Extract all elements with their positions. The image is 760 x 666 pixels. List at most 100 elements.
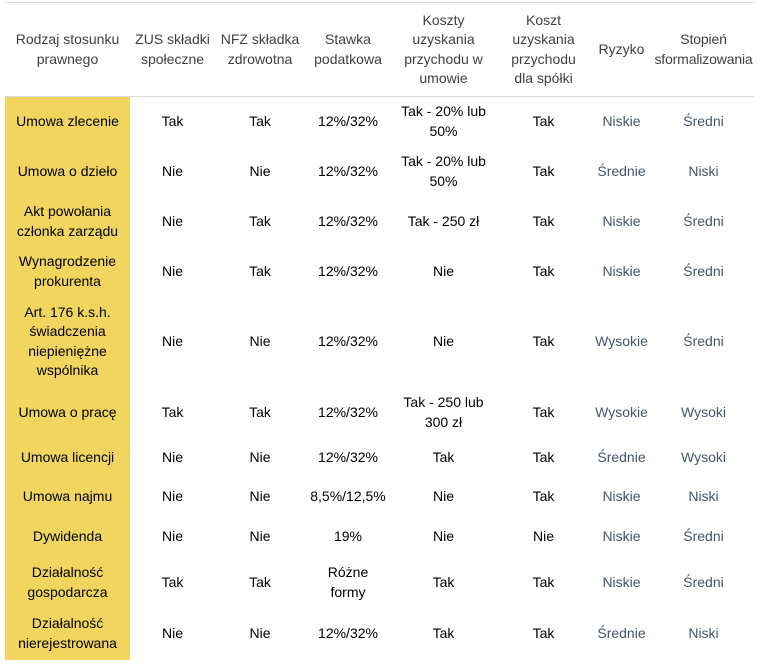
row-label-cell: Umowa licencji xyxy=(5,438,130,477)
header-cell: Stopień sformalizowania xyxy=(652,2,755,97)
row-label-cell: Działalność gospodarcza xyxy=(5,557,130,608)
table-cell: Tak xyxy=(249,262,271,279)
table-cell: Nie xyxy=(161,262,183,279)
row-label-cell: Umowa najmu xyxy=(5,476,130,517)
table-cell: 12%/32% xyxy=(318,332,378,349)
table-cell: Tak xyxy=(532,162,555,179)
table-cell: Tak xyxy=(432,573,455,590)
table-cell: Wysokie xyxy=(595,403,648,420)
table-cell: Średni xyxy=(683,528,724,545)
table-cell: Tak xyxy=(161,573,184,590)
table-row: Akt powołania członka zarządu Nie Tak 12%/3… xyxy=(5,196,755,247)
table-row: Umowa zlecenie Tak Tak 12%/32% Tak - 20% lub… xyxy=(5,96,755,147)
table-cell: Tak xyxy=(249,403,271,420)
table-cell: Tak xyxy=(432,624,455,641)
table-cell: Tak - 250 lub 300 zł xyxy=(403,394,484,430)
table-cell: Niskie xyxy=(602,262,641,279)
table-row: Art. 176 k.s.h. świadczenia niepieniężne… xyxy=(5,296,755,387)
table-cell: Nie xyxy=(249,528,271,545)
table-cell: Tak - 20% lub 50% xyxy=(401,103,486,139)
table-cell: Średnie xyxy=(597,448,646,465)
table-cell: Średni xyxy=(683,113,724,130)
table-cell: 8,5%/12,5% xyxy=(310,487,386,504)
header-cell: Koszt uzyskania przychodu dla spółki xyxy=(496,2,591,97)
table-cell: Tak - 250 zł xyxy=(407,212,480,229)
table-cell: Tak xyxy=(532,212,555,229)
table-cell: Tak xyxy=(532,403,555,420)
table-cell: Niski xyxy=(688,162,719,179)
table-cell: Tak xyxy=(161,403,184,420)
table-row: Wynagrodzenie prokurenta Nie Tak 12%/32% Nie… xyxy=(5,246,755,297)
table-row: Umowa o pracę Tak Tak 12%/32% Tak - 250 lub … xyxy=(5,386,755,439)
table-cell: Nie xyxy=(432,487,454,504)
table-row: Działalność gospodarcza Tak Tak Różne formy… xyxy=(5,557,755,608)
table-cell: Tak - 20% lub 50% xyxy=(401,153,486,189)
row-label-cell: Umowa o pracę xyxy=(5,386,130,439)
table-cell: Nie xyxy=(161,528,183,545)
table-cell: Tak xyxy=(432,448,455,465)
table-cell: Tak xyxy=(532,262,555,279)
table-row: Działalność nierejestrowana Nie Nie 12%/32%… xyxy=(5,607,755,660)
table-cell: 12%/32% xyxy=(318,624,378,641)
table-cell: Średni xyxy=(683,332,724,349)
table-cell: Tak xyxy=(249,113,271,130)
table-cell: Tak xyxy=(532,487,555,504)
table-cell: Średnie xyxy=(597,162,646,179)
table-body: Umowa zlecenie Tak Tak 12%/32% Tak - 20% lub… xyxy=(5,96,755,660)
table-cell: Wysokie xyxy=(595,332,648,349)
table-cell: Nie xyxy=(161,212,183,229)
table-cell: Niskie xyxy=(602,212,641,229)
table-cell: Tak xyxy=(249,212,271,229)
table-cell: Nie xyxy=(161,162,183,179)
row-label-cell: Umowa o dzieło xyxy=(5,146,130,197)
table-cell: Tak xyxy=(532,624,555,641)
table-cell: Tak xyxy=(249,573,271,590)
row-label-cell: Wynagrodzenie prokurenta xyxy=(5,246,130,297)
table-cell: Tak xyxy=(532,332,555,349)
row-label-cell: Działalność nierejestrowana xyxy=(5,607,130,660)
table-row: Umowa najmu Nie Nie 8,5%/12,5% Nie Tak Niskie N… xyxy=(5,476,755,517)
table-row: Dywidenda Nie Nie 19% Nie Nie Niskie Średni xyxy=(5,516,755,558)
table-cell: Wysoki xyxy=(681,448,726,465)
table-cell: Wysoki xyxy=(681,403,726,420)
table-cell: 12%/32% xyxy=(318,162,378,179)
table-cell: Niskie xyxy=(602,528,641,545)
table-row: Umowa licencji Nie Nie 12%/32% Tak Tak Średnie… xyxy=(5,438,755,477)
header-cell: Stawka podatkowa xyxy=(305,2,391,97)
table-cell: Tak xyxy=(161,113,184,130)
table-cell: Nie xyxy=(249,332,271,349)
table-cell: 12%/32% xyxy=(318,448,378,465)
table-cell: Różne formy xyxy=(327,564,369,600)
table-cell: Nie xyxy=(161,448,183,465)
table-cell: Niski xyxy=(688,624,719,641)
table-cell: Nie xyxy=(432,262,454,279)
table-cell: Niski xyxy=(688,487,719,504)
table-cell: Średnie xyxy=(597,624,646,641)
table-row: Umowa o dzieło Nie Nie 12%/32% Tak - 20% lub… xyxy=(5,146,755,197)
row-label-cell: Akt powołania członka zarządu xyxy=(5,196,130,247)
header-cell: NFZ składka zdrowotna xyxy=(215,2,305,97)
comparison-table: Rodzaj stosunku prawnego ZUS składki społ… xyxy=(5,2,755,660)
row-label-cell: Dywidenda xyxy=(5,516,130,558)
table-cell: Tak xyxy=(532,113,555,130)
table-cell: Nie xyxy=(249,162,271,179)
table-cell: Średni xyxy=(683,212,724,229)
header-cell: Rodzaj stosunku prawnego xyxy=(5,2,130,97)
table-cell: Nie xyxy=(161,332,183,349)
table-cell: 12%/32% xyxy=(318,262,378,279)
table-cell: 12%/32% xyxy=(318,113,378,130)
table-cell: Tak xyxy=(532,448,555,465)
table-cell: Nie xyxy=(161,487,183,504)
table-cell: Średni xyxy=(683,262,724,279)
table-cell: Nie xyxy=(432,528,454,545)
table-cell: Tak xyxy=(532,573,555,590)
table-cell: 19% xyxy=(333,528,363,545)
header-row: Rodzaj stosunku prawnego ZUS składki społ… xyxy=(5,2,755,97)
table-cell: Średni xyxy=(683,573,724,590)
table-cell: Niskie xyxy=(602,113,641,130)
row-label-cell: Umowa zlecenie xyxy=(5,96,130,147)
table-cell: Niskie xyxy=(602,573,641,590)
table-cell: 12%/32% xyxy=(318,403,378,420)
table-cell: 12%/32% xyxy=(318,212,378,229)
header-cell: ZUS składki społeczne xyxy=(130,2,215,97)
